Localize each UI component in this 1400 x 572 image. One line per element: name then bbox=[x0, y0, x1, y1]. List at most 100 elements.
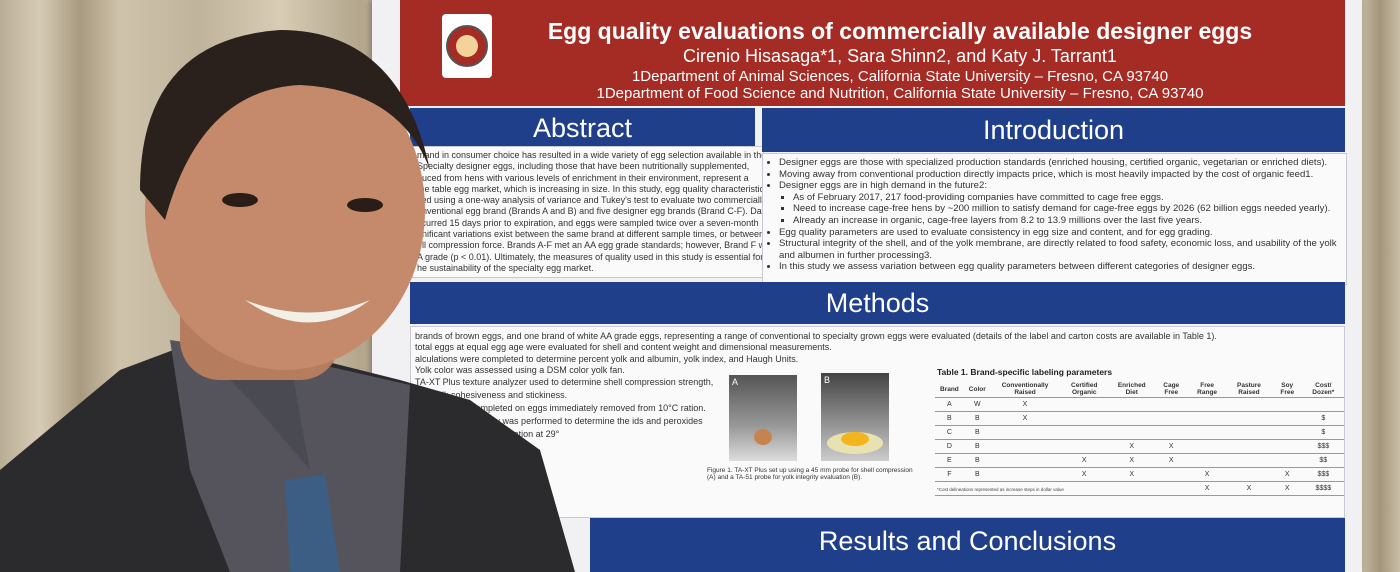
table-cell: B bbox=[963, 439, 991, 454]
table-cell bbox=[990, 481, 1060, 496]
table-cell: X bbox=[1271, 467, 1303, 482]
abstract-line: the table egg market, which is increasin… bbox=[417, 183, 764, 194]
table-cell: B bbox=[963, 453, 991, 468]
table-cell bbox=[1188, 439, 1227, 454]
table-cell: B bbox=[963, 467, 991, 482]
table-cell: A bbox=[935, 397, 964, 412]
poster: Egg quality evaluations of commercially … bbox=[372, 0, 1362, 572]
introduction-heading: Introduction bbox=[762, 108, 1345, 152]
table-cell bbox=[1059, 481, 1110, 496]
table-cell bbox=[1302, 397, 1344, 412]
introduction-bullet: Already an increase in organic, cage-fre… bbox=[793, 215, 1342, 227]
table-cell bbox=[990, 439, 1060, 454]
table-cell bbox=[1226, 467, 1272, 482]
poster-title: Egg quality evaluations of commercially … bbox=[547, 18, 1253, 44]
table-cell bbox=[1154, 397, 1189, 412]
table-row: X X X $$$$ bbox=[935, 481, 1344, 496]
table-cell: $$$$ bbox=[1302, 481, 1344, 496]
table-cell: X bbox=[1226, 481, 1272, 496]
methods-line: total eggs at equal egg age were evaluat… bbox=[415, 342, 832, 353]
eye bbox=[222, 193, 258, 207]
table-cell bbox=[1226, 411, 1272, 426]
table-cell bbox=[1271, 411, 1303, 426]
table-cell bbox=[1109, 425, 1155, 440]
abstract-line: A grade (p < 0.01). Ultimately, the meas… bbox=[417, 251, 764, 262]
logo-seal bbox=[446, 25, 488, 67]
table-cell: X bbox=[1059, 453, 1110, 468]
methods-body: brands of brown eggs, and one brand of w… bbox=[410, 326, 1345, 518]
table-cell: X bbox=[1188, 481, 1227, 496]
table-cell bbox=[990, 467, 1060, 482]
abstract-line: ell compression force. Brands A-F met an… bbox=[417, 240, 764, 251]
table-cell: X bbox=[1188, 467, 1227, 482]
table-cell bbox=[935, 481, 964, 496]
smile bbox=[245, 300, 370, 323]
table-cell bbox=[963, 481, 991, 496]
column-header: Cost/ Dozen* bbox=[1302, 381, 1344, 398]
figure-label: B bbox=[824, 375, 831, 385]
table-cell bbox=[1059, 439, 1110, 454]
introduction-bullet: Moving away from conventional production… bbox=[779, 169, 1342, 181]
table-row: B B X $ bbox=[935, 411, 1344, 426]
table-cell bbox=[990, 453, 1060, 468]
abstract-line: he sustainability of the specialty egg m… bbox=[417, 262, 594, 273]
table-footnote: *Cost delineations represented as increa… bbox=[937, 487, 1064, 492]
methods-line: alculations were completed to determine … bbox=[415, 353, 799, 364]
abstract-line: Specialty designer eggs, including those… bbox=[417, 161, 750, 172]
introduction-body: Designer eggs are those with specialized… bbox=[762, 153, 1347, 285]
table-cell bbox=[990, 425, 1060, 440]
abstract-line: mand in consumer choice has resulted in … bbox=[417, 150, 764, 160]
egg-image bbox=[754, 429, 772, 445]
abstract-heading: Abstract bbox=[410, 108, 755, 146]
methods-line: All tests were completed on eggs immedia… bbox=[415, 403, 706, 414]
table-cell bbox=[1109, 411, 1155, 426]
table-cell bbox=[1188, 397, 1227, 412]
table-cell bbox=[1188, 425, 1227, 440]
table-row: D B X X $$$ bbox=[935, 439, 1344, 454]
methods-heading: Methods bbox=[410, 282, 1345, 324]
table-cell: $$ bbox=[1302, 453, 1344, 468]
column-header: Cage Free bbox=[1154, 381, 1189, 398]
tie bbox=[285, 475, 340, 572]
table-cell: B bbox=[963, 425, 991, 440]
methods-line: Yolk color was assessed using a DSM colo… bbox=[415, 364, 625, 375]
labeling-table: Brand Color Conventionally Raised Certified… bbox=[935, 381, 1344, 496]
methods-line: brands of brown eggs, and one brand of w… bbox=[415, 331, 1217, 341]
table-cell: D bbox=[935, 439, 964, 454]
table-cell: C bbox=[935, 425, 964, 440]
column-header: Brand bbox=[935, 381, 964, 398]
hair bbox=[140, 30, 430, 220]
yolk-image bbox=[827, 432, 883, 454]
table-cell bbox=[1226, 439, 1272, 454]
table-cell: B bbox=[935, 411, 964, 426]
table-cell bbox=[1226, 397, 1272, 412]
table-cell: $$$ bbox=[1302, 439, 1344, 454]
column-header: Free Range bbox=[1188, 381, 1227, 398]
table-cell bbox=[1271, 453, 1303, 468]
column-header: Enriched Diet bbox=[1109, 381, 1155, 398]
table-header-row: Brand Color Conventionally Raised Certified… bbox=[935, 381, 1344, 398]
table-cell: X bbox=[990, 397, 1060, 412]
introduction-list: Designer eggs are those with specialized… bbox=[767, 157, 1342, 273]
results-heading: Results and Conclusions bbox=[590, 518, 1345, 572]
table-cell bbox=[1109, 481, 1155, 496]
abstract-body: mand in consumer choice has resulted in … bbox=[412, 146, 764, 278]
table-cell: F bbox=[935, 467, 964, 482]
table-cell: $ bbox=[1302, 425, 1344, 440]
table-cell: $ bbox=[1302, 411, 1344, 426]
table-row: F B X X X X $$$ bbox=[935, 467, 1344, 482]
table-cell bbox=[1271, 425, 1303, 440]
curtain bbox=[1360, 0, 1400, 572]
introduction-bullet: Designer eggs are in high demand in the … bbox=[779, 180, 1342, 192]
table-cell: X bbox=[990, 411, 1060, 426]
abstract-line: onventional egg brand (Brands A and B) a… bbox=[417, 206, 764, 217]
methods-line: TA-XT Plus texture analyzer used to dete… bbox=[415, 377, 714, 401]
table-cell: E bbox=[935, 453, 964, 468]
face bbox=[145, 50, 425, 370]
table-cell bbox=[1154, 481, 1189, 496]
introduction-bullet: As of February 2017, 217 food-providing … bbox=[793, 192, 1342, 204]
table-cell: $$$ bbox=[1302, 467, 1344, 482]
figure-photo: A bbox=[729, 375, 797, 461]
introduction-bullet: Designer eggs are those with specialized… bbox=[779, 157, 1342, 169]
